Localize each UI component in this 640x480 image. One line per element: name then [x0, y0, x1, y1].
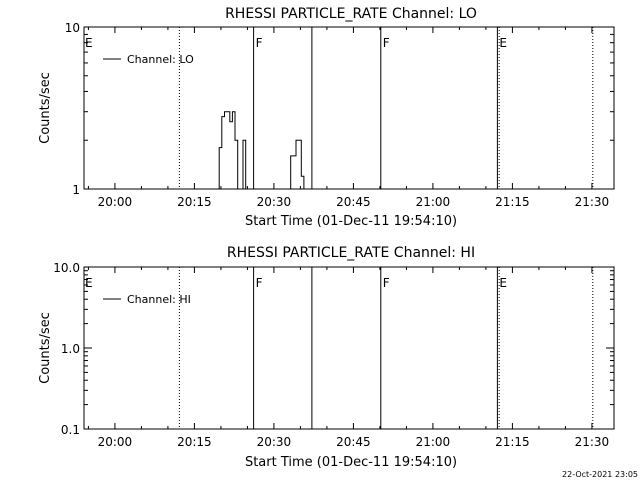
event-marker-label: F	[256, 276, 263, 290]
x-tick-label: 21:15	[495, 435, 530, 449]
legend-entry: Channel: HI	[127, 293, 191, 306]
hi-channel-panel: RHESSI PARTICLE_RATE Channel: HI 20:00 20:…	[38, 245, 615, 470]
x-axis-label: Start Time (01-Dec-11 19:54:10)	[245, 455, 457, 470]
x-tick-label: 20:00	[98, 435, 133, 449]
y-tick-label: 0.1	[61, 423, 80, 437]
event-marker-label: E	[499, 36, 507, 50]
y-tick-label: 1	[72, 183, 80, 197]
event-marker-label: E	[85, 276, 93, 290]
x-tick-label: 21:00	[416, 435, 451, 449]
x-tick-label: 20:30	[257, 435, 292, 449]
x-tick-label: 21:30	[575, 435, 610, 449]
x-tick-label: 21:30	[575, 195, 610, 209]
chart-title: RHESSI PARTICLE_RATE Channel: HI	[227, 245, 475, 261]
event-marker-label: F	[383, 276, 390, 290]
x-tick-label: 20:45	[336, 195, 371, 209]
x-tick-label: 21:00	[416, 195, 451, 209]
x-tick-label: 20:00	[98, 195, 133, 209]
x-tick-label: 20:45	[336, 435, 371, 449]
y-tick-label: 1.0	[61, 342, 80, 356]
x-tick-label: 20:15	[177, 195, 212, 209]
plot-frame	[83, 26, 615, 190]
legend-entry: Channel: LO	[127, 53, 194, 66]
x-tick-label: 20:30	[257, 195, 292, 209]
chart-title: RHESSI PARTICLE_RATE Channel: LO	[225, 6, 477, 22]
footer-timestamp: 22-Oct-2021 23:05	[562, 470, 638, 479]
event-marker-label: E	[499, 276, 507, 290]
event-marker-label: E	[85, 36, 93, 50]
x-axis-label: Start Time (01-Dec-11 19:54:10)	[245, 214, 457, 229]
series-line	[216, 111, 306, 190]
y-tick-label: 10.0	[53, 261, 80, 275]
event-marker-label: F	[256, 36, 263, 50]
event-marker-label: F	[383, 36, 390, 50]
y-axis-label: Counts/sec	[38, 72, 53, 144]
y-axis-label: Counts/sec	[38, 312, 53, 384]
x-tick-label: 20:15	[177, 435, 212, 449]
y-tick-label: 10	[65, 21, 80, 35]
lo-channel-panel: RHESSI PARTICLE_RATE Channel: LO 20:00 20:…	[38, 6, 615, 229]
x-tick-label: 21:15	[495, 195, 530, 209]
